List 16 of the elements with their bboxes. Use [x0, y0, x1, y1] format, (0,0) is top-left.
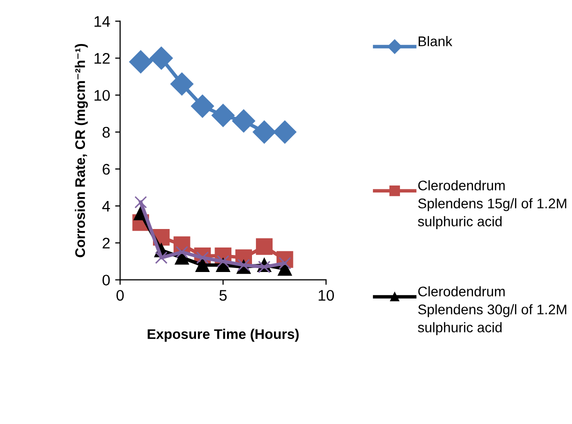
x-tick-label: 10	[318, 290, 334, 301]
legend-label: Clerodendrum Splendens 15g/l of 1.2M sulphuric acid	[418, 180, 566, 230]
x-tick-label: 5	[219, 290, 227, 301]
y-axis-title: Corrosion Rate, CR (mgcm⁻²h⁻¹)	[74, 44, 88, 258]
x-axis-title: Exposure Time (Hours)	[148, 328, 299, 342]
y-tick-label: 2	[102, 238, 110, 248]
y-tick-label: 10	[94, 90, 110, 101]
y-tick-label: 4	[102, 200, 110, 212]
legend-label: Clerodendrum Splendens 30g/l of 1.2M sulphuric acid	[418, 286, 566, 336]
y-tick-label: 12	[94, 53, 110, 64]
x-tick-label: 0	[116, 290, 124, 301]
y-tick-label: 8	[102, 126, 110, 138]
y-tick-label: 0	[102, 274, 110, 286]
legend-label: Blank	[418, 36, 452, 46]
y-tick-label: 14	[94, 16, 110, 27]
y-tick-label: 6	[102, 164, 110, 175]
